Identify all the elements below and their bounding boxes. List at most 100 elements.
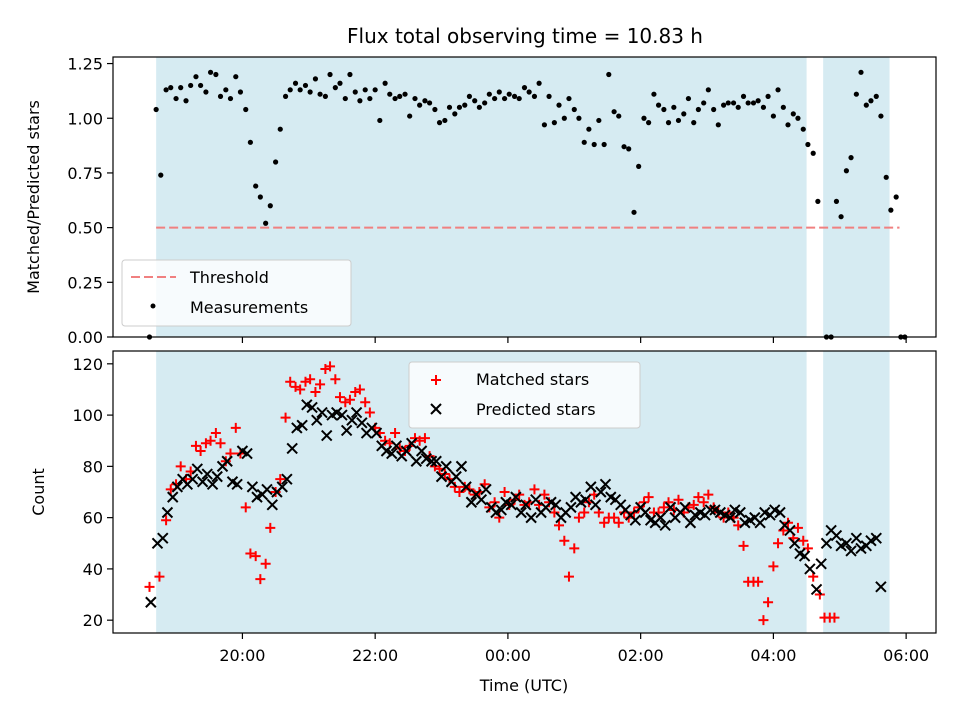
measurement-point bbox=[466, 93, 473, 99]
measurement-point bbox=[237, 89, 244, 95]
measurement-point bbox=[883, 174, 889, 180]
top-legend-frame bbox=[121, 259, 352, 327]
matched-star-point bbox=[175, 461, 186, 472]
predicted-star-point bbox=[579, 493, 592, 506]
predicted-star-point bbox=[875, 581, 887, 593]
matched-star-point bbox=[310, 387, 321, 398]
predicted-star-point bbox=[316, 406, 328, 419]
predicted-star-point bbox=[171, 481, 184, 493]
bottom-legend-frame bbox=[408, 361, 641, 429]
predicted-star-point bbox=[820, 537, 833, 549]
x-tick-label: 04:00 bbox=[750, 646, 796, 665]
matched-star-point bbox=[230, 422, 241, 433]
matched-star-point bbox=[295, 384, 306, 395]
measurement-point bbox=[770, 113, 776, 119]
measurement-point bbox=[233, 74, 239, 80]
measurement-point bbox=[332, 85, 338, 91]
predicted-star-point bbox=[679, 501, 691, 514]
top-panel: 0.00 0.25 0.50 0.75 1.00 1.25 Matched/Predict… bbox=[24, 55, 937, 347]
measurement-point bbox=[721, 102, 727, 108]
predicted-star-point bbox=[525, 511, 537, 524]
matched-star-point bbox=[280, 412, 291, 423]
measurement-point bbox=[810, 150, 816, 156]
predicted-star-point bbox=[386, 447, 398, 460]
measurement-point bbox=[322, 93, 328, 99]
predicted-star-point bbox=[221, 455, 233, 467]
matched-star-point bbox=[275, 474, 286, 485]
measurement-point bbox=[546, 93, 552, 99]
measurement-point bbox=[452, 111, 458, 117]
predicted-star-point bbox=[654, 511, 667, 524]
matched-star-point bbox=[758, 615, 769, 626]
bottom-panel: 20 40 60 80 100 120 20:00 22:00 00:00 02:00 04:00… bbox=[29, 351, 937, 695]
x-tick-label: 06:00 bbox=[883, 646, 929, 665]
matched-star-point bbox=[698, 497, 709, 508]
y-tick-label: 120 bbox=[72, 355, 103, 374]
shaded-interval bbox=[823, 351, 890, 633]
y-tick-label: 60 bbox=[83, 509, 103, 528]
measurement-point bbox=[815, 198, 821, 204]
matched-star-point bbox=[638, 497, 649, 508]
measurement-point bbox=[556, 102, 562, 108]
predicted-star-point bbox=[734, 506, 746, 519]
predicted-star-point bbox=[430, 455, 442, 467]
measurements-points bbox=[146, 69, 908, 340]
measurement-point bbox=[501, 95, 508, 102]
measurement-point bbox=[198, 82, 204, 89]
measurement-point bbox=[446, 104, 453, 110]
matched-star-point bbox=[195, 445, 206, 456]
matched-star-point bbox=[354, 384, 365, 395]
matched-star-point bbox=[260, 558, 271, 569]
measurement-point bbox=[312, 76, 319, 82]
bottom-x-ticks: 20:00 22:00 00:00 02:00 04:00 06:00 bbox=[219, 633, 929, 665]
measurement-point bbox=[442, 117, 448, 124]
predicted-star-point bbox=[704, 504, 717, 516]
measurement-point bbox=[661, 106, 667, 113]
measurement-point bbox=[566, 95, 572, 102]
legend-measurements-swatch bbox=[150, 303, 156, 309]
predicted-star-point bbox=[595, 486, 607, 498]
measurement-point bbox=[372, 87, 378, 93]
matched-star-point bbox=[265, 522, 276, 533]
measurement-point bbox=[536, 80, 542, 86]
predicted-star-point bbox=[410, 455, 423, 467]
predicted-star-point bbox=[659, 519, 671, 532]
measurement-point bbox=[516, 95, 522, 102]
predicted-star-point bbox=[157, 532, 169, 544]
matched-star-point bbox=[529, 484, 540, 495]
matched-star-point bbox=[205, 435, 216, 446]
predicted-star-point bbox=[520, 499, 532, 511]
predicted-star-point bbox=[455, 460, 468, 473]
measurement-point bbox=[526, 89, 532, 95]
measurement-point bbox=[273, 159, 279, 165]
y-tick-label: 1.25 bbox=[67, 55, 103, 74]
predicted-star-point bbox=[266, 499, 278, 511]
predicted-stars-points bbox=[146, 400, 887, 608]
matched-star-point bbox=[419, 433, 430, 444]
matched-star-point bbox=[768, 561, 779, 572]
predicted-star-point bbox=[565, 501, 577, 514]
predicted-star-point bbox=[830, 529, 843, 542]
predicted-star-point bbox=[599, 478, 612, 491]
matched-star-point bbox=[325, 361, 336, 372]
predicted-star-point bbox=[460, 481, 472, 493]
matched-star-point bbox=[215, 438, 226, 449]
predicted-star-point bbox=[810, 583, 823, 596]
predicted-star-point bbox=[440, 460, 452, 473]
predicted-star-point bbox=[350, 406, 363, 419]
y-tick-label: 20 bbox=[83, 611, 103, 630]
measurement-point bbox=[893, 194, 899, 200]
measurement-point bbox=[203, 89, 209, 95]
matched-star-point bbox=[554, 520, 565, 531]
matched-star-point bbox=[673, 494, 684, 505]
predicted-star-point bbox=[286, 442, 298, 455]
predicted-star-point bbox=[356, 417, 368, 429]
measurement-point bbox=[282, 93, 289, 99]
measurement-point bbox=[227, 95, 234, 102]
matched-star-point bbox=[703, 489, 714, 500]
measurement-point bbox=[725, 100, 731, 106]
matched-star-point bbox=[344, 394, 355, 405]
measurement-point bbox=[701, 100, 707, 106]
predicted-star-point bbox=[231, 478, 243, 491]
matched-star-point bbox=[144, 581, 155, 592]
